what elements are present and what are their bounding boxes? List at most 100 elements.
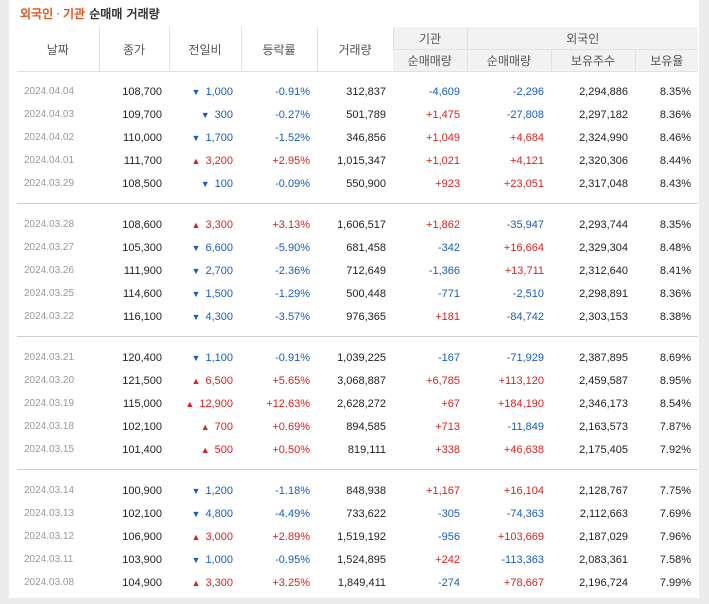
table-row: 2024.03.14 100,900 ▼ 1,200 -1.18% 848,938 +1,1… [17, 479, 698, 502]
close-cell: 104,900 [122, 576, 162, 589]
foreign-holdings-cell: 2,346,173 [579, 397, 628, 410]
rate-cell: -3.57% [275, 310, 310, 323]
foreign-ratio-cell: 8.36% [659, 287, 692, 300]
rate-cell: -1.52% [275, 131, 310, 144]
header-volume: 거래량 [316, 27, 393, 72]
institution-net-cell: +1,475 [426, 108, 460, 121]
change-value: 100 [214, 177, 233, 190]
rate-cell: +2.89% [272, 530, 310, 543]
institution-net-cell: +242 [435, 553, 460, 566]
table-row: 2024.03.20 121,500 ▲ 6,500 +5.65% 3,068,887 +6… [17, 369, 698, 392]
close-cell: 108,600 [122, 218, 162, 231]
institution-net-cell: +1,049 [426, 131, 460, 144]
table-row: 2024.03.29 108,500 ▼ 100 -0.09% 550,900 +923 +2… [17, 172, 698, 195]
rate-cell: +5.65% [272, 374, 310, 387]
header-institution-net: 순매매량 [393, 49, 467, 72]
volume-cell: 976,365 [346, 310, 386, 323]
down-triangle-icon: ▼ [200, 109, 210, 120]
foreign-net-cell: -74,363 [506, 507, 544, 520]
foreign-ratio-cell: 8.69% [659, 351, 692, 364]
foreign-net-cell: +113,120 [498, 374, 544, 387]
foreign-net-cell: +103,669 [497, 530, 544, 543]
table-row: 2024.03.12 106,900 ▲ 3,000 +2.89% 1,519,192 -9… [17, 525, 698, 548]
foreign-net-cell: +13,711 [504, 264, 544, 277]
date-cell: 2024.04.01 [24, 155, 75, 166]
spacer-row [17, 72, 698, 81]
foreign-net-cell: +4,684 [510, 131, 544, 144]
up-triangle-icon: ▲ [191, 375, 201, 386]
header-foreign-holdings: 보유주수 [550, 49, 635, 72]
foreign-holdings-cell: 2,112,663 [579, 507, 628, 520]
foreign-holdings-cell: 2,297,182 [579, 108, 628, 121]
foreign-net-cell: +23,051 [503, 177, 544, 190]
rate-cell: -0.09% [275, 177, 310, 190]
rate-cell: -5.90% [275, 241, 310, 254]
foreign-holdings-cell: 2,298,891 [579, 287, 628, 300]
date-cell: 2024.04.04 [24, 86, 75, 97]
change-value: 1,700 [205, 131, 233, 144]
down-triangle-icon: ▼ [191, 485, 201, 496]
volume-cell: 500,448 [346, 287, 386, 300]
volume-cell: 733,622 [346, 507, 386, 520]
foreign-holdings-cell: 2,324,990 [579, 131, 628, 144]
foreign-ratio-cell: 8.41% [659, 264, 692, 277]
foreign-net-cell: +16,664 [503, 241, 544, 254]
table-row: 2024.04.02 110,000 ▼ 1,700 -1.52% 346,856 +1,0… [17, 126, 698, 149]
close-cell: 111,900 [123, 264, 162, 277]
change-cell: ▼ 1,500 [169, 282, 241, 305]
volume-cell: 1,849,411 [337, 576, 386, 589]
change-value: 1,100 [205, 351, 233, 364]
institution-net-cell: +6,785 [426, 374, 460, 387]
header-foreign-net: 순매매량 [466, 49, 551, 72]
foreign-ratio-cell: 8.95% [659, 374, 692, 387]
change-value: 1,200 [205, 484, 233, 497]
change-cell: ▲ 3,200 [169, 149, 241, 172]
header-date: 날짜 [17, 27, 99, 72]
header-institution-group: 기관 [392, 27, 467, 50]
close-cell: 108,500 [122, 177, 162, 190]
close-cell: 108,700 [122, 85, 162, 98]
table-row: 2024.03.19 115,000 ▲ 12,900 +12.63% 2,628,272… [17, 392, 698, 415]
foreign-ratio-cell: 7.96% [659, 530, 692, 543]
foreign-ratio-cell: 8.36% [659, 108, 692, 121]
institution-net-cell: +1,021 [426, 154, 460, 167]
change-cell: ▼ 2,700 [169, 259, 241, 282]
institution-net-cell: +713 [435, 420, 460, 433]
institution-net-cell: -167 [437, 351, 460, 364]
date-cell: 2024.03.25 [24, 288, 75, 299]
foreign-ratio-cell: 8.43% [659, 177, 692, 190]
spacer-row [17, 204, 698, 213]
up-triangle-icon: ▲ [191, 219, 201, 230]
up-triangle-icon: ▲ [185, 398, 195, 409]
volume-cell: 681,458 [346, 241, 386, 254]
up-triangle-icon: ▲ [191, 577, 201, 588]
change-value: 3,300 [205, 218, 233, 231]
change-value: 4,800 [205, 507, 233, 520]
close-cell: 106,900 [122, 530, 162, 543]
institution-net-cell: +67 [441, 397, 460, 410]
trading-panel: 외국인 · 기관 순매매 거래량 날짜 종가 전일비 등락률 거래량 기관 외국인 … [9, 0, 699, 598]
change-value: 3,300 [205, 576, 233, 589]
date-cell: 2024.03.08 [24, 577, 75, 588]
foreign-ratio-cell: 8.48% [659, 241, 692, 254]
close-cell: 116,100 [123, 310, 162, 323]
foreign-net-cell: -71,929 [506, 351, 544, 364]
table-row: 2024.03.28 108,600 ▲ 3,300 +3.13% 1,606,517 +1… [17, 213, 698, 236]
change-cell: ▼ 6,600 [169, 236, 241, 259]
close-cell: 121,500 [122, 374, 162, 387]
change-value: 1,000 [205, 553, 233, 566]
rate-cell: +0.50% [272, 443, 310, 456]
date-cell: 2024.03.26 [24, 265, 75, 276]
institution-net-cell: -274 [437, 576, 460, 589]
down-triangle-icon: ▼ [191, 242, 201, 253]
foreign-holdings-cell: 2,459,587 [579, 374, 628, 387]
foreign-holdings-cell: 2,128,767 [579, 484, 628, 497]
down-triangle-icon: ▼ [191, 265, 201, 276]
header-close: 종가 [98, 27, 169, 72]
up-triangle-icon: ▲ [191, 531, 201, 542]
change-value: 3,200 [205, 154, 233, 167]
table-row: 2024.03.13 102,100 ▼ 4,800 -4.49% 733,622 -305… [17, 502, 698, 525]
volume-cell: 550,900 [346, 177, 386, 190]
header-foreign-ratio: 보유율 [634, 49, 699, 72]
change-cell: ▼ 1,000 [169, 548, 241, 571]
